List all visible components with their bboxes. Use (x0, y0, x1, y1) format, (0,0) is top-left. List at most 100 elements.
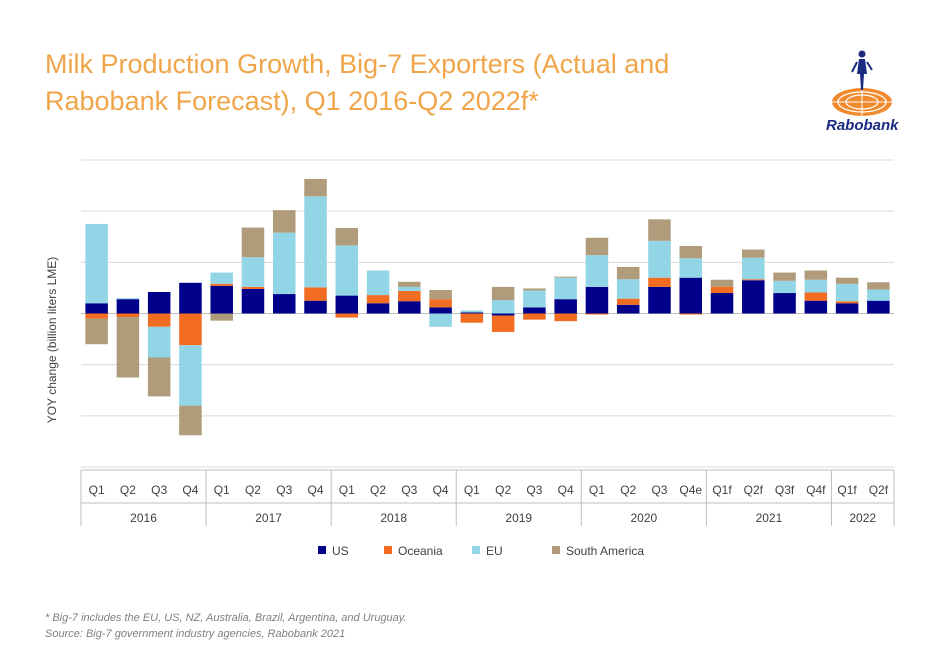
source-note: Source: Big-7 government industry agenci… (45, 628, 346, 640)
bar-eu-10 (398, 286, 421, 291)
bar-south-america-6 (272, 210, 296, 233)
bar-oceania-4 (210, 283, 233, 286)
bar-oceania-8 (335, 313, 359, 318)
legend-label-eu: EU (486, 544, 503, 558)
bar-south-america-24 (835, 277, 859, 284)
x-tick-label: Q4 (433, 483, 449, 497)
bar-oceania-23 (804, 292, 828, 301)
bar-south-america-22 (773, 272, 796, 281)
x-tick-label: Q1 (464, 483, 480, 497)
bar-oceania-2 (147, 313, 171, 327)
x-tick-label: Q1f (712, 483, 732, 497)
bar-us-3 (179, 282, 202, 314)
x-tick-label: Q2 (495, 483, 511, 497)
bar-eu-3 (179, 345, 202, 406)
bar-oceania-17 (616, 298, 640, 305)
x-tick-label: Q3 (651, 483, 667, 497)
bar-oceania-19 (679, 313, 703, 315)
bar-us-23 (804, 300, 828, 314)
y-axis-label: YOY change (billion liters LME) (45, 257, 59, 424)
bar-oceania-1 (116, 313, 140, 318)
bar-eu-2 (147, 326, 171, 358)
bar-eu-7 (304, 196, 327, 288)
bar-us-22 (773, 293, 796, 314)
legend-swatch-eu (472, 546, 480, 554)
x-tick-label: Q3 (276, 483, 292, 497)
bar-us-24 (835, 303, 859, 314)
bar-eu-5 (241, 257, 265, 287)
bar-us-12 (460, 312, 484, 314)
x-tick-label: Q4 (558, 483, 574, 497)
bar-oceania-5 (241, 286, 265, 289)
bar-us-20 (710, 293, 734, 314)
x-tick-label: Q3 (401, 483, 417, 497)
bar-us-19 (679, 277, 703, 314)
x-tick-label: Q1 (589, 483, 605, 497)
bar-eu-16 (585, 255, 609, 287)
bar-eu-4 (210, 272, 233, 284)
bar-eu-19 (679, 258, 703, 278)
bar-eu-18 (648, 240, 671, 278)
bar-eu-15 (554, 277, 577, 300)
x-tick-label: Q4f (806, 483, 826, 497)
bar-us-4 (210, 285, 233, 314)
legend-label-south-america: South America (566, 544, 644, 558)
bar-south-america-17 (616, 266, 640, 280)
stacked-bar-chart: Q1 Q2 Q3 Q4 Q1 Q2 Q3 Q4 Q1 Q2 Q3 Q4 Q1 Q2 Q3 Q4 Q1 Q2 Q3 Q4… (45, 159, 895, 558)
bar-south-america-15 (554, 276, 577, 278)
bar-south-america-3 (179, 405, 202, 436)
bar-south-america-23 (804, 270, 828, 280)
logo-wordmark: Rabobank (826, 117, 899, 134)
bar-us-9 (366, 303, 390, 314)
bar-eu-11 (429, 313, 452, 327)
chart-title-line-2: Rabobank Forecast), Q1 2016-Q2 2022f* (45, 86, 539, 116)
bar-south-america-20 (710, 279, 734, 287)
bar-us-5 (241, 288, 265, 314)
bar-eu-0 (85, 223, 108, 304)
bar-oceania-15 (554, 313, 577, 322)
year-label: 2017 (255, 511, 282, 525)
bar-us-14 (523, 307, 546, 314)
bar-oceania-21 (742, 279, 765, 281)
bar-oceania-0 (85, 313, 108, 319)
bar-us-10 (398, 301, 421, 314)
bar-south-america-1 (116, 317, 140, 378)
bar-oceania-10 (398, 290, 421, 302)
bar-eu-8 (335, 245, 359, 296)
x-axis: Q1 Q2 Q3 Q4 Q1 Q2 Q3 Q4 Q1 Q2 Q3 Q4 Q1 Q2 Q3 Q4 Q1 Q2 Q3 Q4… (80, 469, 895, 526)
legend-label-oceania: Oceania (398, 544, 443, 558)
bar-south-america-8 (335, 228, 359, 246)
bar-us-13 (491, 313, 515, 316)
bar-south-america-7 (304, 178, 327, 197)
bar-oceania-20 (710, 286, 734, 294)
bar-us-2 (147, 292, 171, 314)
bar-oceania-14 (523, 313, 546, 320)
x-tick-label: Q3f (775, 483, 795, 497)
year-label: 2019 (505, 511, 532, 525)
bar-eu-17 (616, 279, 640, 299)
bar-eu-6 (272, 232, 296, 295)
x-tick-label: Q1 (339, 483, 355, 497)
bars (85, 178, 890, 436)
x-tick-label: Q3 (526, 483, 542, 497)
x-tick-label: Q4e (679, 483, 702, 497)
year-label: 2016 (130, 511, 157, 525)
bar-south-america-4 (210, 313, 233, 321)
bar-eu-24 (835, 283, 859, 302)
bar-eu-1 (116, 298, 140, 300)
x-tick-label: Q4 (308, 483, 324, 497)
x-tick-label: Q2 (120, 483, 136, 497)
x-tick-label: Q2f (744, 483, 764, 497)
legend-swatch-south-america (552, 546, 560, 554)
year-label: 2021 (756, 511, 783, 525)
bar-oceania-12 (460, 313, 484, 323)
bar-south-america-18 (648, 219, 671, 241)
bar-oceania-16 (585, 313, 609, 315)
legend-swatch-us (318, 546, 326, 554)
x-tick-label: Q3 (151, 483, 167, 497)
bar-eu-13 (491, 300, 515, 314)
bar-south-america-21 (742, 249, 765, 258)
bar-south-america-10 (398, 281, 421, 287)
bar-south-america-2 (147, 357, 171, 397)
bar-eu-25 (867, 289, 890, 301)
